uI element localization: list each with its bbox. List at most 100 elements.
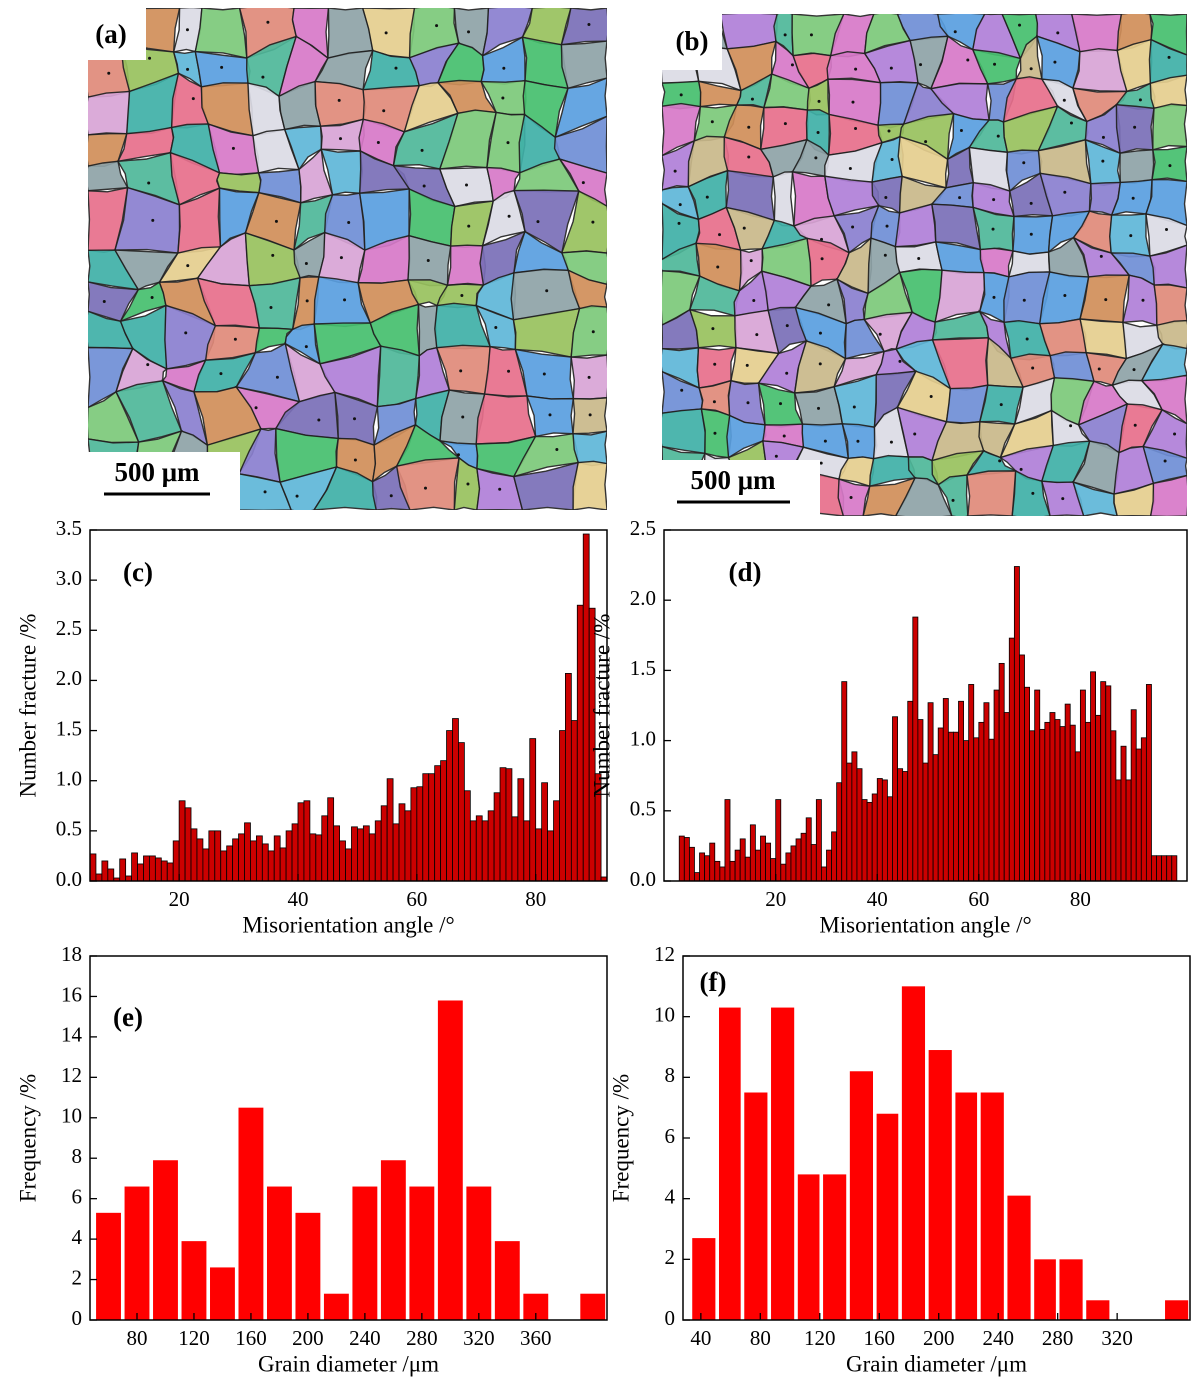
bar bbox=[303, 800, 311, 882]
speck bbox=[785, 324, 789, 328]
bar bbox=[851, 751, 858, 882]
speck bbox=[274, 219, 278, 223]
speck bbox=[376, 140, 380, 144]
bar bbox=[505, 768, 513, 882]
grain bbox=[1142, 408, 1187, 459]
speck bbox=[1069, 424, 1073, 428]
speck bbox=[679, 93, 683, 97]
speck bbox=[818, 362, 822, 366]
bar bbox=[446, 730, 453, 882]
grain bbox=[1070, 14, 1123, 53]
bar bbox=[907, 700, 914, 882]
bar bbox=[704, 855, 711, 882]
speck bbox=[295, 494, 299, 498]
speck bbox=[459, 369, 463, 373]
x-tick-label: 20 bbox=[765, 887, 786, 911]
grain bbox=[1151, 145, 1187, 183]
grain bbox=[560, 190, 607, 254]
speck bbox=[494, 326, 498, 330]
bar bbox=[499, 767, 507, 882]
bar bbox=[570, 720, 578, 882]
bar bbox=[154, 857, 162, 882]
bar bbox=[297, 802, 305, 882]
x-tick-label: 40 bbox=[287, 887, 308, 911]
speck bbox=[266, 20, 270, 24]
bar bbox=[1115, 779, 1122, 882]
grain bbox=[841, 423, 878, 460]
bar bbox=[692, 1238, 716, 1320]
bar bbox=[580, 1293, 606, 1320]
bar bbox=[362, 825, 370, 882]
bar bbox=[1034, 1259, 1056, 1320]
label-box bbox=[76, 8, 146, 60]
speck bbox=[917, 256, 921, 260]
bar bbox=[775, 799, 782, 882]
bar bbox=[1105, 685, 1112, 882]
bar bbox=[719, 866, 726, 882]
bar bbox=[196, 838, 204, 882]
bar bbox=[137, 863, 144, 882]
y-tick-label: 0.5 bbox=[56, 817, 82, 841]
bar bbox=[101, 860, 109, 882]
bar bbox=[1095, 714, 1102, 882]
speck bbox=[151, 218, 155, 222]
speck bbox=[275, 375, 279, 379]
grain bbox=[1140, 374, 1187, 425]
bar bbox=[688, 846, 695, 882]
speck bbox=[712, 400, 716, 404]
speck bbox=[852, 405, 856, 409]
speck bbox=[1101, 135, 1105, 139]
speck bbox=[1099, 254, 1103, 258]
bar bbox=[428, 773, 436, 882]
speck bbox=[929, 395, 933, 399]
bar bbox=[709, 842, 716, 882]
bar bbox=[917, 719, 924, 882]
speck bbox=[1167, 55, 1171, 59]
panel-label: (a) bbox=[95, 19, 126, 49]
bar bbox=[202, 848, 210, 882]
speck bbox=[1019, 467, 1023, 471]
bar bbox=[744, 1092, 768, 1320]
speck bbox=[680, 388, 684, 392]
speck bbox=[186, 67, 190, 71]
bar bbox=[785, 852, 792, 882]
bar bbox=[351, 826, 358, 882]
grain bbox=[567, 269, 607, 310]
bar bbox=[980, 1092, 1004, 1320]
speck bbox=[420, 148, 424, 152]
speck bbox=[854, 67, 858, 71]
speck bbox=[1132, 368, 1136, 372]
y-tick-label: 2.0 bbox=[630, 586, 656, 610]
speck bbox=[992, 198, 996, 202]
y-tick-label: 2 bbox=[72, 1265, 83, 1289]
speck bbox=[1165, 228, 1169, 232]
x-tick-label: 80 bbox=[1070, 887, 1091, 911]
grain bbox=[395, 457, 460, 510]
speck bbox=[384, 31, 388, 35]
speck bbox=[389, 494, 393, 498]
bar bbox=[718, 1007, 741, 1320]
bar bbox=[1110, 730, 1117, 882]
speck bbox=[746, 401, 750, 405]
bar bbox=[1029, 730, 1036, 882]
speck bbox=[466, 482, 470, 486]
y-tick-label: 2.5 bbox=[630, 516, 656, 540]
x-tick-label: 240 bbox=[982, 1326, 1014, 1350]
speck bbox=[254, 406, 258, 410]
bar bbox=[1086, 1300, 1110, 1320]
bar bbox=[1100, 681, 1107, 882]
bar bbox=[729, 860, 736, 882]
speck bbox=[883, 253, 887, 257]
speck bbox=[382, 109, 386, 113]
speck bbox=[779, 402, 783, 406]
grain bbox=[572, 430, 607, 467]
grain bbox=[560, 40, 607, 90]
speck bbox=[820, 237, 824, 241]
plot-frame bbox=[89, 955, 608, 1321]
grain bbox=[1119, 149, 1155, 184]
plot-frame bbox=[89, 529, 608, 882]
y-tick-label: 8 bbox=[72, 1144, 83, 1168]
speck bbox=[506, 141, 510, 145]
speck bbox=[1173, 432, 1177, 436]
bar bbox=[392, 823, 400, 882]
